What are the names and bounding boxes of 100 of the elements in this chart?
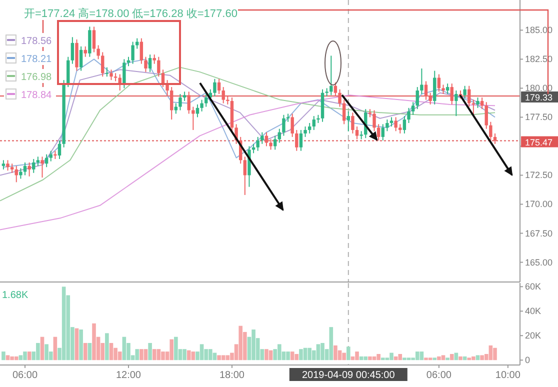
bar <box>40 336 44 360</box>
bar <box>493 348 497 360</box>
legend-label: 178.84 <box>21 90 52 101</box>
candlestick <box>282 114 286 136</box>
bar <box>446 358 450 360</box>
bar <box>217 355 221 360</box>
bar <box>74 328 79 360</box>
y-tick-label: 177.50 <box>525 112 553 122</box>
bar <box>303 348 308 360</box>
bar <box>376 354 380 360</box>
candlestick <box>144 56 148 72</box>
bar <box>23 352 27 360</box>
candlestick <box>416 86 419 110</box>
candlestick <box>79 46 83 72</box>
candlestick <box>23 162 27 176</box>
candlestick <box>178 94 182 111</box>
bar <box>105 333 109 360</box>
y-tick-label: 40K <box>525 306 542 316</box>
candlestick <box>450 83 454 105</box>
bar <box>122 336 126 360</box>
legend-label: 178.21 <box>21 54 52 65</box>
bar <box>428 358 432 360</box>
candlestick <box>480 96 484 110</box>
bar <box>156 349 161 360</box>
bar <box>346 346 350 360</box>
bar <box>252 330 256 360</box>
candlestick <box>222 86 225 104</box>
candlestick <box>468 85 471 108</box>
ref-line-label: 179.33 <box>525 92 553 102</box>
candlestick <box>489 121 492 141</box>
candlestick <box>299 129 303 152</box>
bar <box>53 336 58 360</box>
bar <box>450 354 454 360</box>
bar <box>264 349 268 360</box>
candlestick <box>402 116 406 134</box>
candlestick <box>342 99 346 125</box>
x-tick-label: 06:00 <box>12 370 38 381</box>
candlestick <box>390 116 394 127</box>
bar <box>144 349 148 360</box>
ref-line-label: 175.47 <box>525 137 553 148</box>
candlestick <box>376 124 380 141</box>
candlestick <box>40 156 44 178</box>
bar <box>329 327 334 360</box>
candlestick <box>10 163 14 174</box>
candlestick <box>493 132 497 144</box>
bar <box>390 352 394 360</box>
bar <box>437 356 441 360</box>
candlestick <box>454 90 458 117</box>
candlestick <box>92 26 96 53</box>
candlestick <box>110 69 113 81</box>
candlestick <box>433 70 436 105</box>
bar <box>355 352 359 360</box>
candlestick <box>256 136 260 152</box>
ref-line-label: 2019-04-09 00:45:00 <box>302 370 396 381</box>
y-tick-label: 0 <box>525 355 530 366</box>
candlestick <box>105 66 109 78</box>
bar <box>415 352 420 360</box>
candlestick <box>122 58 126 89</box>
candlestick <box>407 107 410 124</box>
candlestick <box>96 44 100 60</box>
candlestick <box>192 106 195 130</box>
bar <box>135 349 140 360</box>
candlestick <box>152 54 156 64</box>
bar <box>294 354 299 360</box>
candlestick <box>170 86 174 120</box>
candlestick <box>437 74 441 92</box>
y-tick-label: 167.50 <box>525 228 553 238</box>
bar <box>170 339 174 360</box>
candlestick <box>182 91 186 102</box>
candlestick <box>476 96 480 108</box>
bar <box>152 349 156 360</box>
y-tick-label: 165.00 <box>525 257 553 268</box>
bar <box>200 344 204 360</box>
candlestick <box>351 112 354 134</box>
candlestick <box>88 26 92 58</box>
bar <box>424 358 428 360</box>
y-tick-label: 172.50 <box>525 170 553 180</box>
bar <box>368 356 372 360</box>
candlestick <box>411 102 415 116</box>
bar <box>334 345 338 360</box>
candlestick <box>66 56 70 88</box>
bar <box>402 358 406 360</box>
y-tick-label: 20K <box>525 330 542 341</box>
candlestick <box>260 132 264 144</box>
bar <box>342 352 346 360</box>
candlestick <box>70 36 74 64</box>
bar <box>186 350 191 360</box>
x-tick-label: 18:00 <box>219 370 245 381</box>
candlestick <box>49 150 52 162</box>
bar <box>148 342 152 360</box>
bar <box>299 349 303 360</box>
bar <box>174 336 178 360</box>
bar <box>226 355 230 360</box>
candlestick <box>355 126 359 140</box>
candlestick <box>28 162 31 177</box>
candlestick <box>428 92 432 105</box>
bar <box>6 355 10 360</box>
candlestick <box>213 78 216 97</box>
candlestick <box>346 110 350 132</box>
bar <box>286 352 290 360</box>
